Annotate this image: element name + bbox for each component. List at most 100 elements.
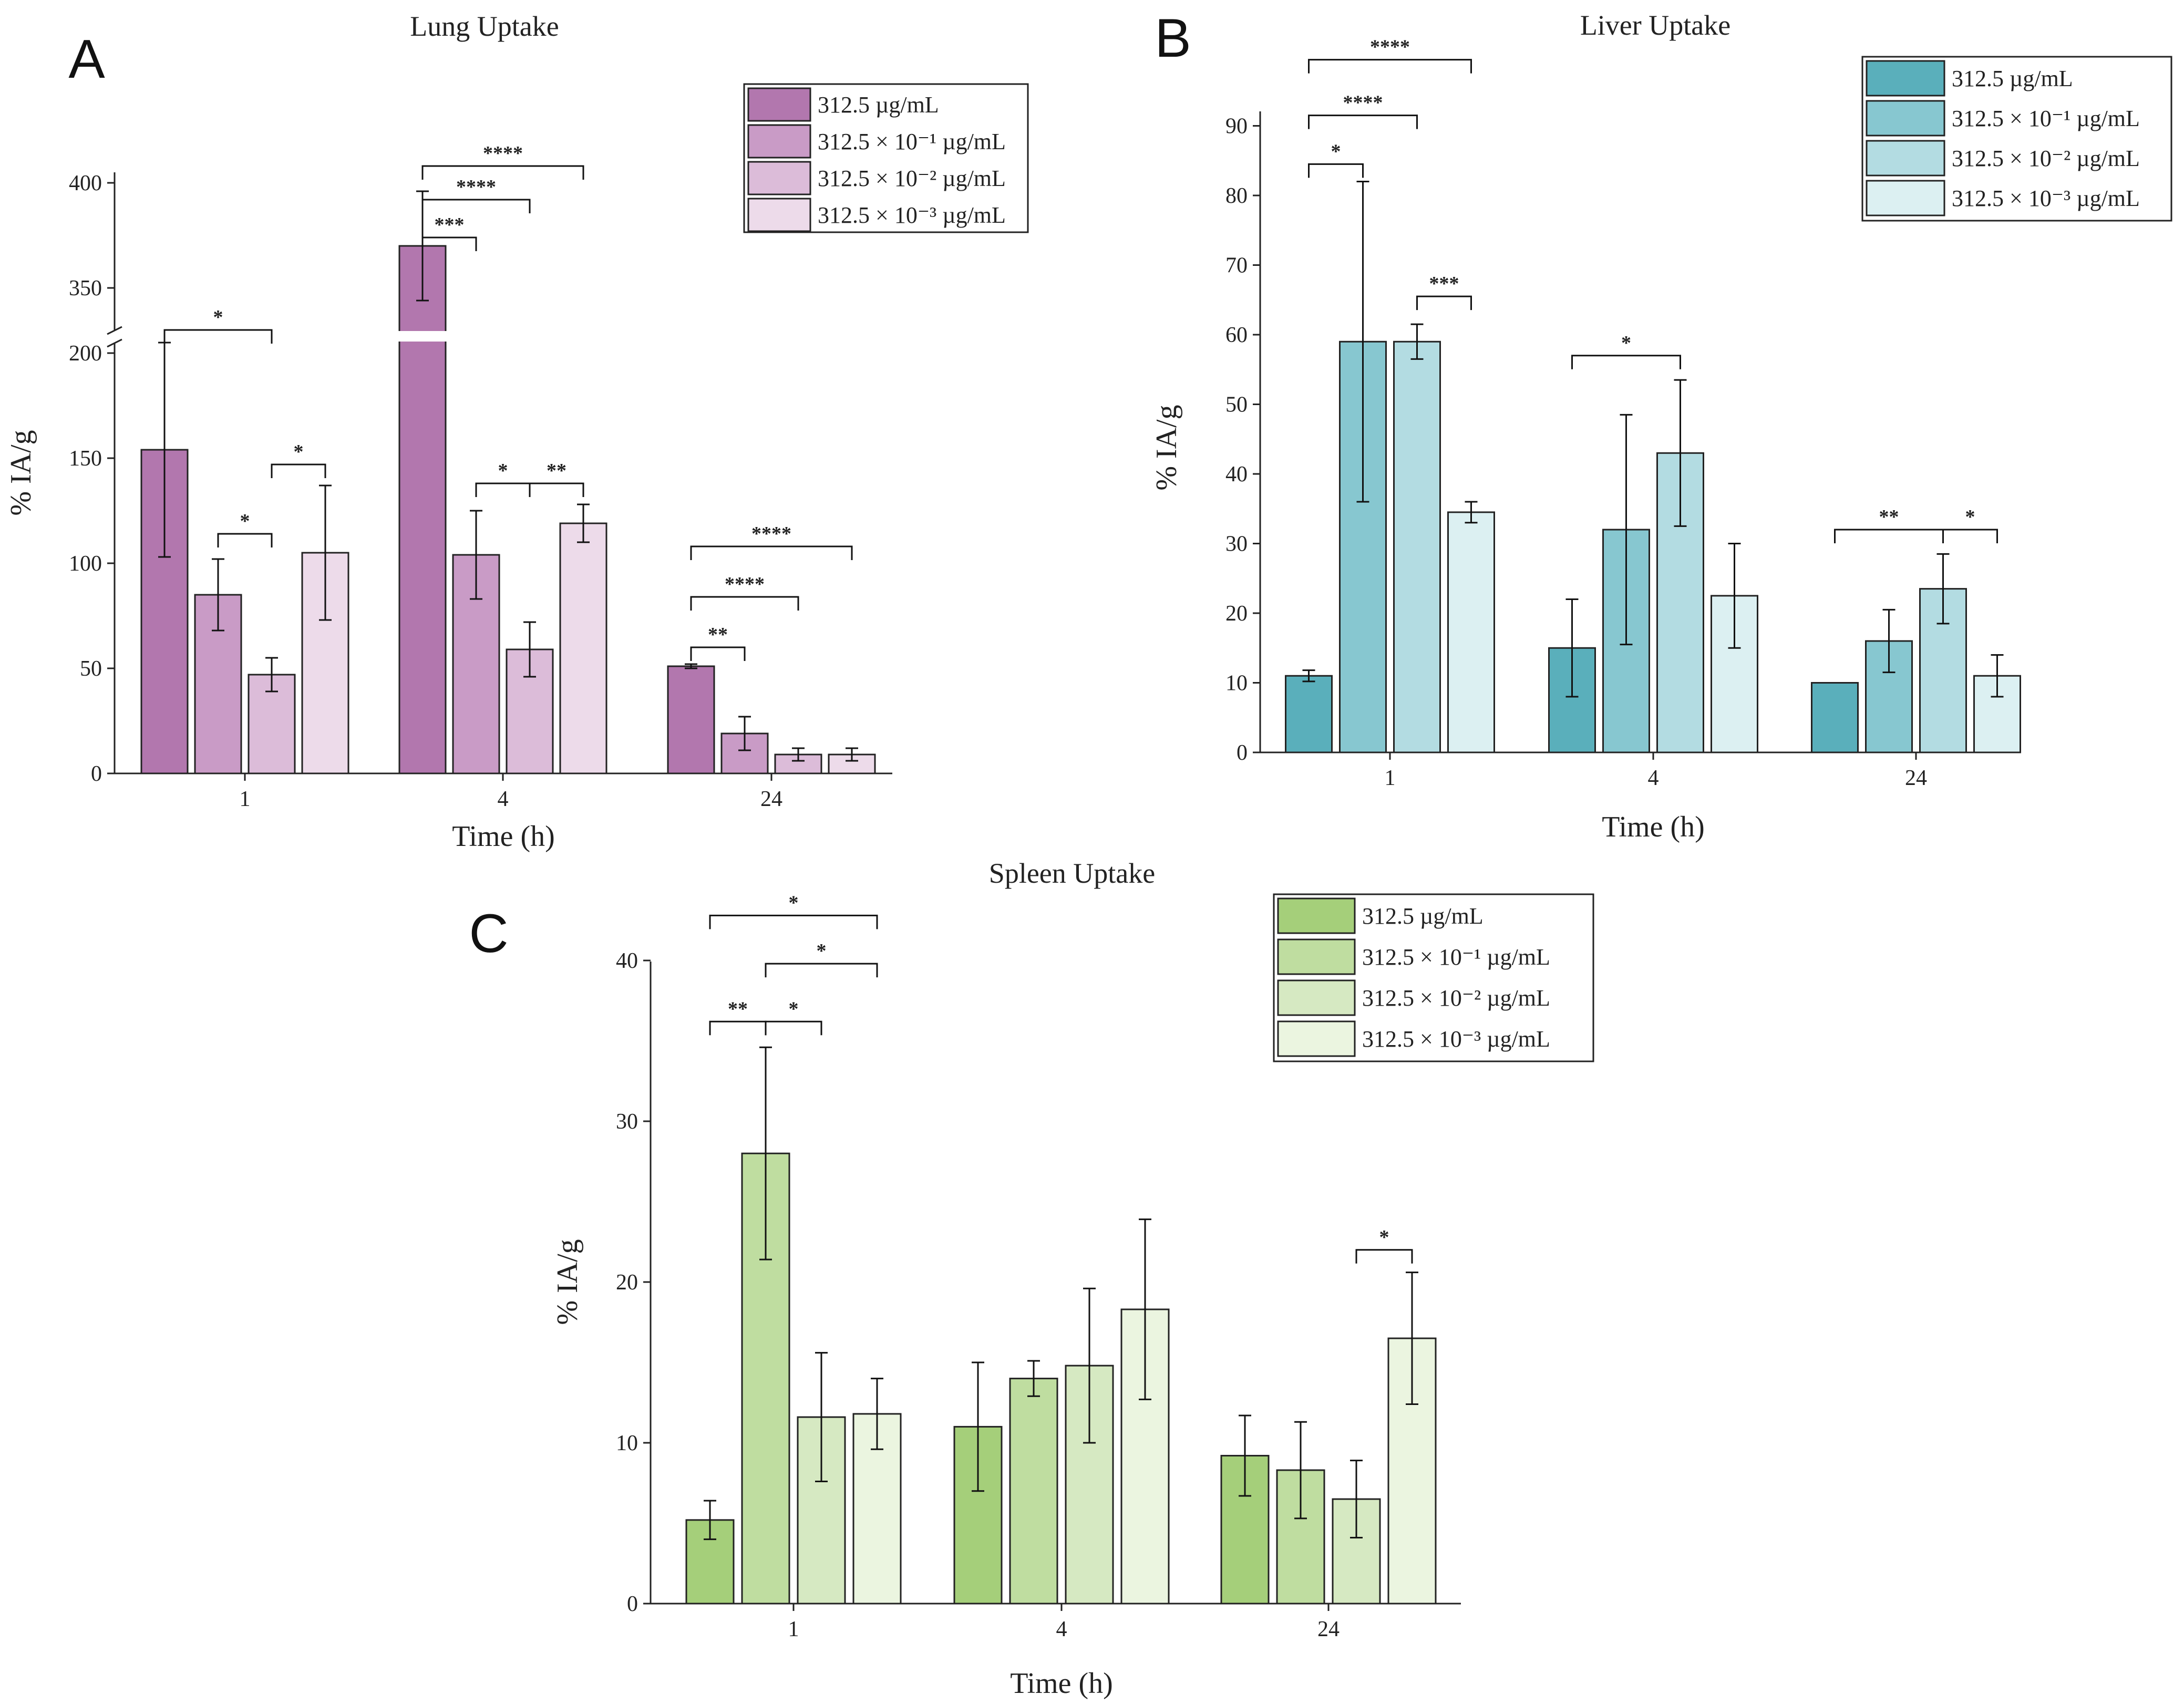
significance-label: *	[1621, 332, 1631, 354]
error-bar	[792, 747, 805, 762]
error-bar	[704, 1500, 716, 1541]
legend-label: 312.5 × 10⁻¹ µg/mL	[1362, 944, 1550, 970]
bracket-line	[271, 463, 326, 478]
legend-swatch	[1866, 180, 1945, 216]
legend-label: 312.5 µg/mL	[1952, 66, 2073, 91]
x-axis-label: Time (h)	[1602, 811, 1705, 843]
bracket-line	[1942, 529, 1998, 543]
error-bar	[972, 1361, 984, 1492]
error-bar	[1465, 501, 1478, 524]
error-bar	[319, 484, 332, 621]
legend-swatch	[747, 87, 811, 122]
chart-title: Spleen Uptake	[989, 857, 1155, 889]
bracket-line	[1308, 115, 1418, 129]
error-bar	[759, 1046, 772, 1260]
bracket-line	[1308, 163, 1364, 178]
bracket-line	[690, 596, 799, 611]
error-bar	[1728, 543, 1741, 649]
y-axis-label: % IA/g	[5, 430, 37, 515]
legend: 312.5 µg/mL 312.5 × 10⁻¹ µg/mL 312.5 × 10⁻…	[1273, 893, 1594, 1062]
error-bar	[1302, 669, 1315, 683]
legend-label: 312.5 × 10⁻³ µg/mL	[1952, 185, 2140, 211]
error-bar	[1936, 553, 1950, 625]
significance-label: **	[1879, 506, 1899, 528]
legend-swatch	[1277, 897, 1356, 934]
x-tick-label: 1	[240, 787, 251, 811]
error-bar	[1620, 414, 1633, 646]
x-tick-label: 4	[1648, 766, 1659, 790]
legend-swatch	[1277, 979, 1356, 1016]
legend-label: 312.5 × 10⁻² µg/mL	[1952, 146, 2140, 171]
x-axis-label: Time (h)	[1010, 1667, 1113, 1700]
bracket-line	[690, 545, 853, 560]
error-bar	[1239, 1414, 1251, 1497]
y-tick-label: 350	[69, 276, 102, 301]
significance-bracket	[1571, 355, 1681, 369]
error-bar	[871, 1378, 883, 1450]
bracket-line	[421, 199, 531, 213]
y-tick-label: 200	[69, 342, 102, 366]
y-tick-label: 40	[1225, 462, 1248, 487]
significance-label: *	[817, 940, 827, 962]
y-tick-label: 0	[91, 762, 102, 786]
x-tick-label: 4	[498, 787, 509, 811]
bracket-line	[1571, 355, 1681, 369]
error-bar	[1083, 1287, 1096, 1444]
legend-label: 312.5 × 10⁻¹ µg/mL	[818, 129, 1006, 154]
significance-label: ****	[751, 523, 791, 545]
bracket-line	[421, 165, 584, 180]
bracket-line	[217, 533, 273, 547]
error-bar	[1991, 654, 2004, 698]
y-tick-label: 40	[616, 949, 638, 973]
bracket-line	[475, 482, 531, 497]
bar-b-series3-t1	[1393, 340, 1441, 753]
significance-label: **	[728, 998, 748, 1020]
axis-break-mark	[107, 326, 122, 335]
significance-bracket	[709, 1020, 767, 1036]
y-tick-label: 90	[1225, 115, 1248, 139]
legend-label: 312.5 µg/mL	[818, 92, 939, 118]
error-bar	[577, 503, 590, 543]
bar-b-series4-t24	[1973, 675, 2021, 753]
significance-label: *	[498, 460, 508, 482]
panel-letter: A	[68, 29, 105, 90]
legend: 312.5 µg/mL 312.5 × 10⁻¹ µg/mL 312.5 × 10⁻…	[1861, 56, 2172, 222]
error-bar	[1027, 1360, 1040, 1397]
y-tick-label: 400	[69, 171, 102, 195]
bar-b-series1-t24	[1811, 682, 1859, 753]
significance-bracket	[217, 533, 273, 547]
error-bar	[523, 621, 536, 678]
bracket-line	[709, 1020, 767, 1036]
legend-label: 312.5 × 10⁻¹ µg/mL	[1952, 106, 2140, 131]
error-bar	[846, 747, 858, 762]
y-tick-label: 10	[1225, 671, 1248, 696]
significance-label: *	[1965, 506, 1975, 528]
significance-label: **	[547, 460, 566, 482]
significance-bracket	[475, 482, 531, 497]
significance-bracket	[1308, 115, 1418, 129]
bar-c-series2-t4	[1009, 1378, 1058, 1605]
x-tick-label: 24	[1317, 1617, 1340, 1641]
significance-bracket	[1355, 1249, 1413, 1264]
axis-break-mark	[107, 338, 122, 348]
significance-bracket	[765, 1020, 822, 1036]
legend-swatch	[1277, 938, 1356, 975]
x-tick-label: 1	[1385, 766, 1396, 790]
bracket-line	[1834, 529, 1944, 543]
legend-swatch	[747, 198, 811, 232]
error-bar	[1294, 1421, 1307, 1520]
error-bar	[1406, 1272, 1418, 1406]
significance-label: ***	[1429, 273, 1459, 295]
significance-label: *	[1379, 1226, 1389, 1248]
panel-letter: C	[469, 903, 508, 964]
bracket-line	[709, 914, 878, 929]
significance-bracket	[690, 646, 746, 661]
y-tick-label: 30	[1225, 532, 1248, 556]
bracket-line	[765, 1020, 822, 1036]
legend-swatch	[747, 124, 811, 159]
error-bar	[685, 663, 697, 669]
significance-bracket	[690, 545, 853, 560]
significance-label: *	[1331, 140, 1341, 162]
bar-a-series1-t24	[667, 665, 715, 774]
